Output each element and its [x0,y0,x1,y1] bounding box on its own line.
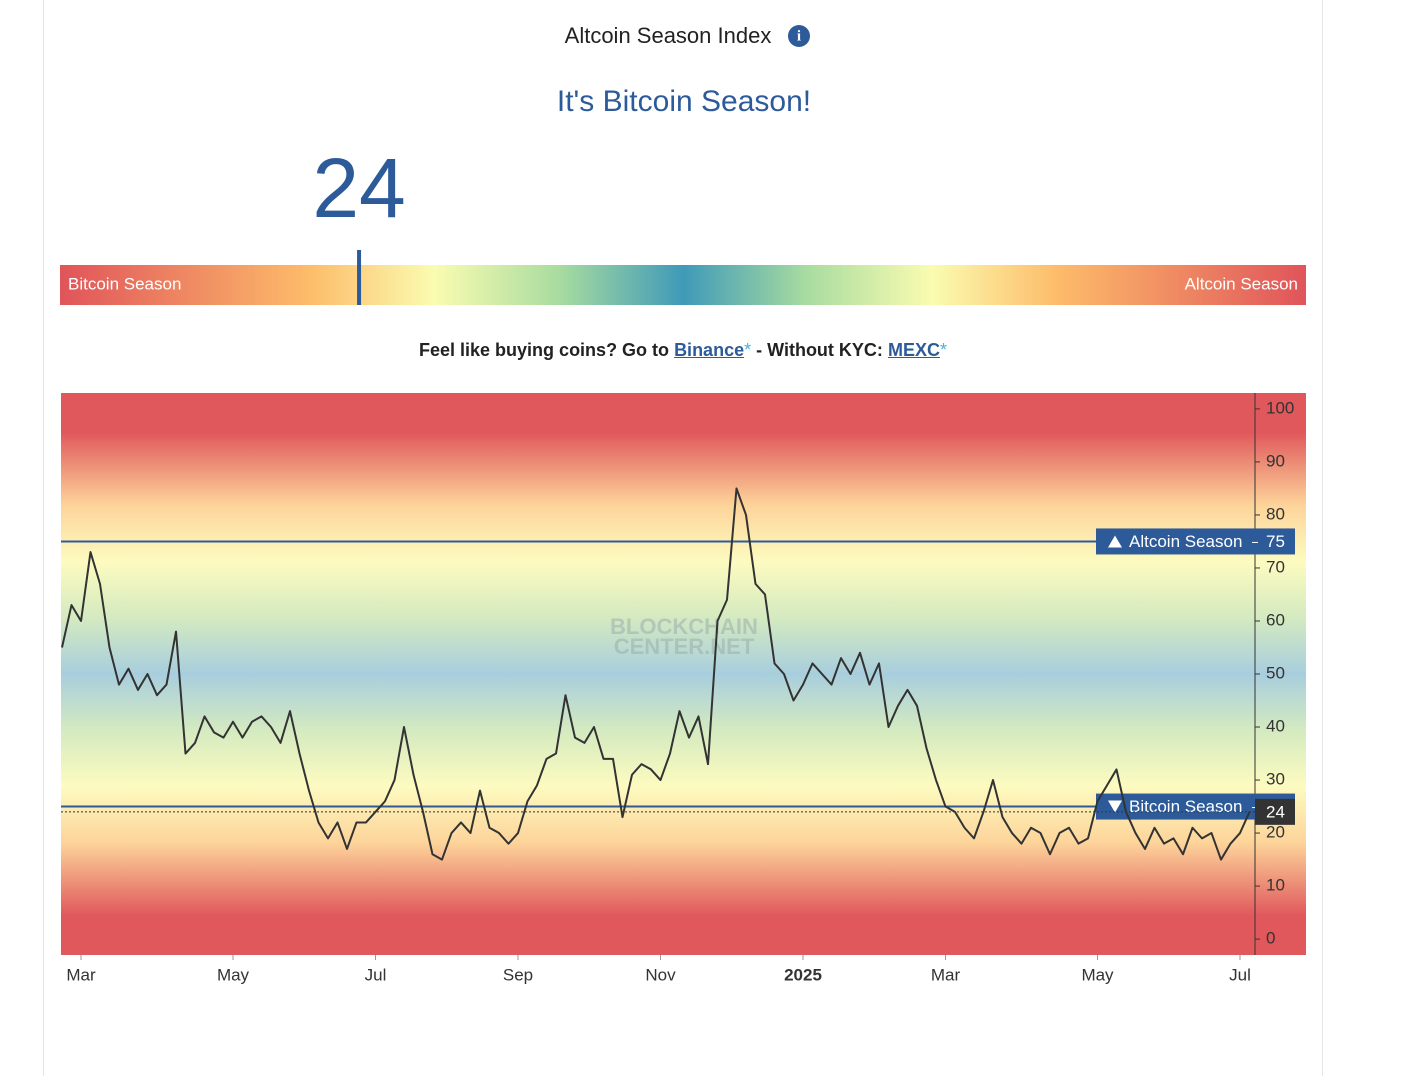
x-tick-label: Jul [365,965,387,984]
current-label-box [1255,798,1295,825]
threshold-label: Bitcoin Season [1129,797,1242,816]
plot-background [61,393,1306,955]
promo-middle: - Without KYC: [756,340,883,360]
threshold-label-box [1096,528,1295,555]
watermark: CENTER.NET [614,634,755,659]
promo: Feel like buying coins? Go to Binance* -… [0,340,1366,361]
x-tick-label: Mar [66,965,96,984]
promo-lead: Feel like buying coins? Go to [419,340,670,360]
info-icon[interactable] [788,25,810,47]
y-tick-label: 90 [1266,451,1285,470]
y-tick-label: 10 [1266,876,1285,895]
binance-link[interactable]: Binance [674,340,745,360]
threshold-icon [1108,535,1122,548]
y-tick-label: 50 [1266,663,1285,682]
headline: It's Bitcoin Season! [557,85,811,118]
threshold-label: Altcoin Season [1129,532,1242,551]
threshold-icon [1108,800,1122,813]
mexc-link[interactable]: MEXC [887,340,940,360]
y-tick-label: 0 [1266,929,1275,948]
watermark: BLOCKCHAIN [610,614,758,639]
y-tick-label: 100 [1266,398,1294,417]
series-line [61,487,1251,861]
gauge-right-label: Altcoin Season [1185,274,1298,293]
x-tick-label: Jul [1229,965,1251,984]
x-tick-label: May [1081,965,1114,984]
x-tick-label: Sep [503,965,533,984]
y-tick-label: 80 [1266,504,1285,523]
asterisk: * [744,340,752,360]
y-tick-label: 70 [1266,557,1285,576]
asterisk: * [939,340,947,360]
gauge-value: 24 [312,141,405,235]
info-icon-glyph: i [797,28,801,44]
gauge-bar [60,265,1306,305]
card [43,0,1323,1076]
x-tick-label: May [217,965,250,984]
y-tick-label: 30 [1266,770,1285,789]
x-tick-label: Nov [645,965,676,984]
y-tick-label: 20 [1266,823,1285,842]
gauge-left-label: Bitcoin Season [68,274,181,293]
y-tick-label: 60 [1266,610,1285,629]
x-tick-label: 2025 [784,965,822,984]
page-title: Altcoin Season Index [565,23,772,48]
current-label: 24 [1266,802,1285,821]
threshold-value: 75 [1266,532,1285,551]
x-tick-label: Mar [931,965,961,984]
y-tick-label: 40 [1266,717,1285,736]
